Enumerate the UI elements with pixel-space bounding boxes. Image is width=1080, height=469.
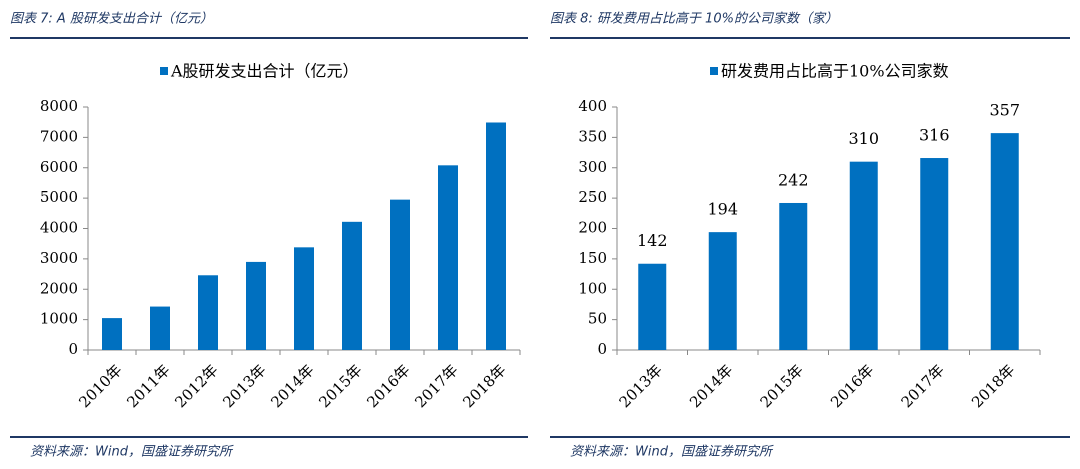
y-tick-label: 150 — [578, 249, 607, 267]
data-label: 357 — [989, 101, 1020, 120]
y-tick-label: 0 — [68, 340, 78, 358]
data-label: 194 — [707, 200, 738, 219]
y-tick-label: 250 — [578, 188, 607, 206]
bar — [438, 165, 458, 350]
x-tick-label: 2016年 — [827, 361, 877, 411]
y-tick-label: 0 — [597, 340, 607, 358]
x-tick-label: 2017年 — [898, 361, 948, 411]
x-tick-label: 2014年 — [267, 361, 317, 411]
legend-swatch — [710, 67, 718, 75]
x-tick-label: 2016年 — [363, 361, 413, 411]
x-tick-label: 2013年 — [219, 361, 269, 411]
data-label: 242 — [778, 170, 809, 189]
bar — [198, 275, 218, 350]
bar — [638, 263, 667, 350]
x-tick-label: 2018年 — [459, 361, 509, 411]
y-tick-label: 8000 — [40, 97, 78, 115]
bar — [102, 318, 122, 350]
legend-label: A股研发支出合计（亿元） — [170, 62, 359, 81]
y-tick-label: 7000 — [40, 127, 78, 145]
bar — [390, 199, 410, 350]
data-label: 310 — [848, 129, 879, 148]
x-tick-label: 2010年 — [75, 361, 125, 411]
y-tick-label: 1000 — [40, 310, 78, 328]
y-tick-label: 400 — [578, 97, 607, 115]
x-tick-label: 2012年 — [171, 361, 221, 411]
y-tick-label: 300 — [578, 158, 607, 176]
bar — [342, 221, 362, 350]
bar — [849, 161, 878, 350]
bar — [150, 306, 170, 350]
y-tick-label: 100 — [578, 279, 607, 297]
bar — [708, 232, 737, 350]
data-label: 316 — [919, 126, 950, 145]
panel-title: 图表 8: 研发费用占比高于 10%的公司家数（家） — [550, 11, 838, 27]
source: 资料来源：Wind，国盛证券研究所 — [30, 444, 234, 460]
bar — [990, 133, 1019, 350]
y-tick-label: 3000 — [40, 249, 78, 267]
y-tick-label: 2000 — [40, 279, 78, 297]
source: 资料来源：Wind，国盛证券研究所 — [570, 444, 774, 460]
y-tick-label: 50 — [588, 310, 607, 328]
y-tick-label: 4000 — [40, 219, 78, 237]
x-tick-label: 2011年 — [123, 361, 173, 411]
y-tick-label: 200 — [578, 219, 607, 237]
bar — [246, 261, 266, 350]
x-tick-label: 2015年 — [757, 361, 807, 411]
bar — [779, 202, 808, 350]
x-tick-label: 2014年 — [686, 361, 736, 411]
y-tick-label: 5000 — [40, 188, 78, 206]
data-label: 142 — [637, 231, 668, 250]
x-tick-label: 2015年 — [315, 361, 365, 411]
x-tick-label: 2018年 — [968, 361, 1018, 411]
bar — [920, 158, 949, 350]
panel-title: 图表 7: A 股研发支出合计（亿元） — [10, 11, 213, 27]
bar — [486, 122, 506, 351]
x-tick-label: 2013年 — [616, 361, 666, 411]
legend-swatch — [160, 67, 168, 75]
y-tick-label: 6000 — [40, 158, 78, 176]
y-tick-label: 350 — [578, 127, 607, 145]
x-tick-label: 2017年 — [411, 361, 461, 411]
bar — [294, 247, 314, 350]
legend-label: 研发费用占比高于10%公司家数 — [721, 62, 949, 81]
